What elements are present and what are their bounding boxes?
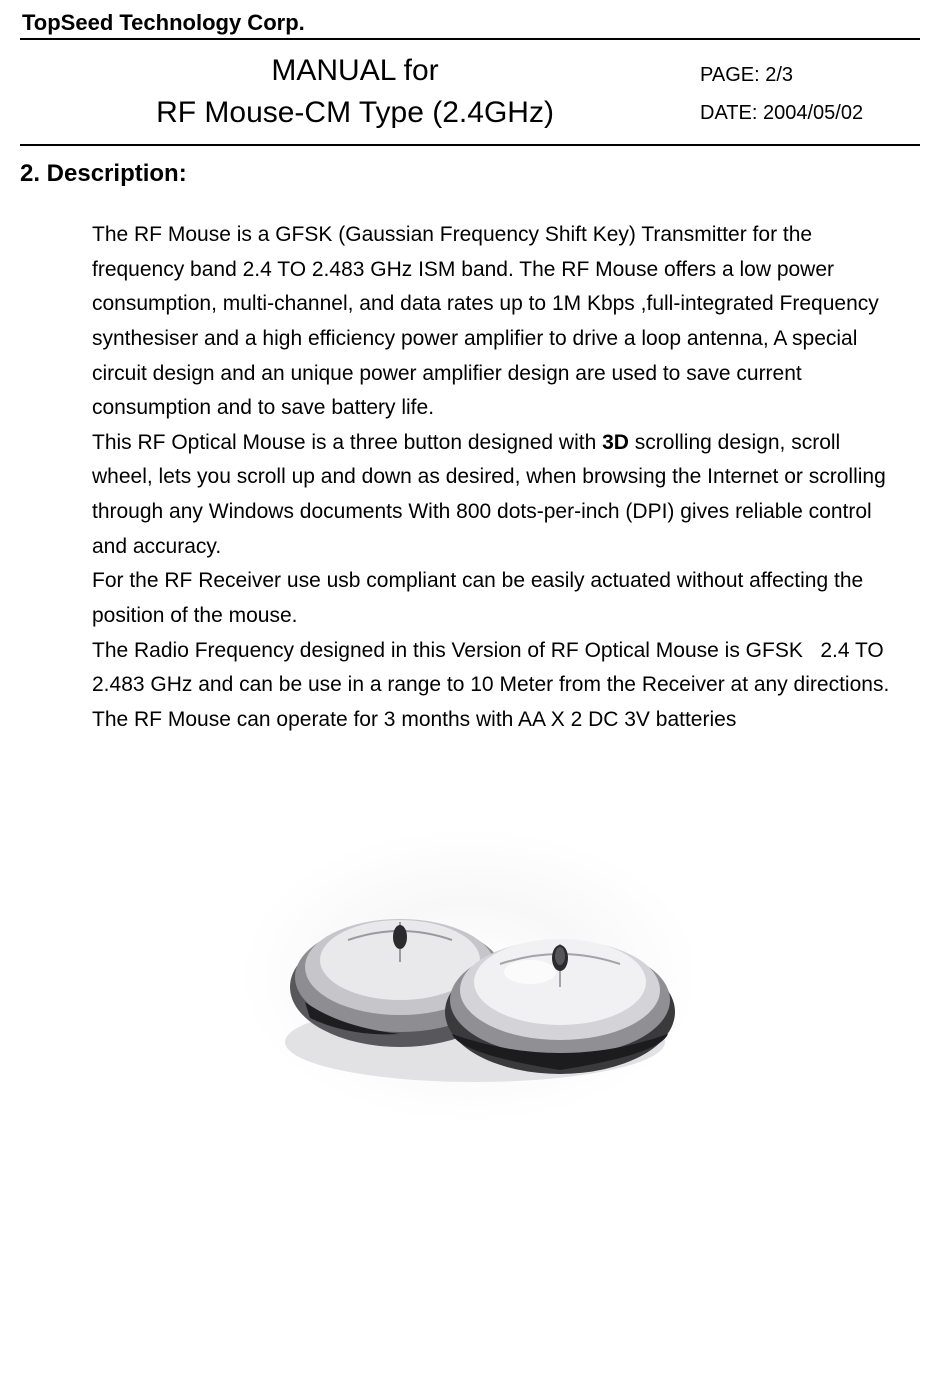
page-number: PAGE: 2/3 [700, 56, 920, 94]
page-date-block: PAGE: 2/3 DATE: 2004/05/02 [690, 40, 920, 144]
paragraph-2-bold: 3D [602, 431, 629, 454]
section-title: 2. Description: [20, 160, 920, 188]
paragraph-2-pre: This RF Optical Mouse is a three button … [92, 431, 602, 454]
product-image [230, 772, 710, 1142]
company-name: TopSeed Technology Corp. [20, 8, 920, 40]
paragraph-3: For the RF Receiver use usb compliant ca… [92, 569, 863, 627]
paragraph-1: The RF Mouse is a GFSK (Gaussian Frequen… [92, 223, 879, 419]
mice-illustration-icon [230, 772, 710, 1142]
manual-title-block: MANUAL for RF Mouse-CM Type (2.4GHz) [20, 40, 690, 144]
manual-title-line1: MANUAL for [20, 50, 690, 92]
date-label: DATE: 2004/05/02 [700, 94, 920, 132]
description-body: The RF Mouse is a GFSK (Gaussian Frequen… [92, 218, 890, 738]
header-row: MANUAL for RF Mouse-CM Type (2.4GHz) PAG… [20, 40, 920, 146]
document-page: TopSeed Technology Corp. MANUAL for RF M… [0, 0, 940, 1182]
paragraph-4: The Radio Frequency designed in this Ver… [92, 639, 889, 731]
manual-title-line2: RF Mouse-CM Type (2.4GHz) [20, 92, 690, 134]
